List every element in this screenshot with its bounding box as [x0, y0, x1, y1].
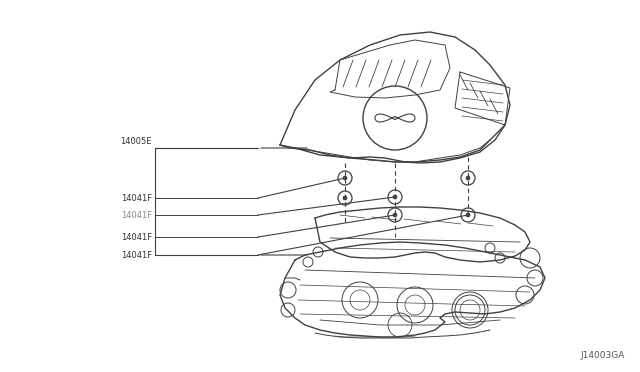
Text: 14005E: 14005E	[120, 137, 152, 146]
Circle shape	[393, 195, 397, 199]
Circle shape	[393, 213, 397, 217]
Text: 14041F: 14041F	[121, 232, 152, 241]
Circle shape	[343, 196, 347, 200]
Text: 14041F: 14041F	[121, 250, 152, 260]
Circle shape	[466, 176, 470, 180]
Circle shape	[343, 176, 347, 180]
Text: J14003GA: J14003GA	[580, 351, 625, 360]
Circle shape	[466, 213, 470, 217]
Text: 14041F: 14041F	[121, 193, 152, 202]
Text: 14041F: 14041F	[121, 211, 152, 219]
